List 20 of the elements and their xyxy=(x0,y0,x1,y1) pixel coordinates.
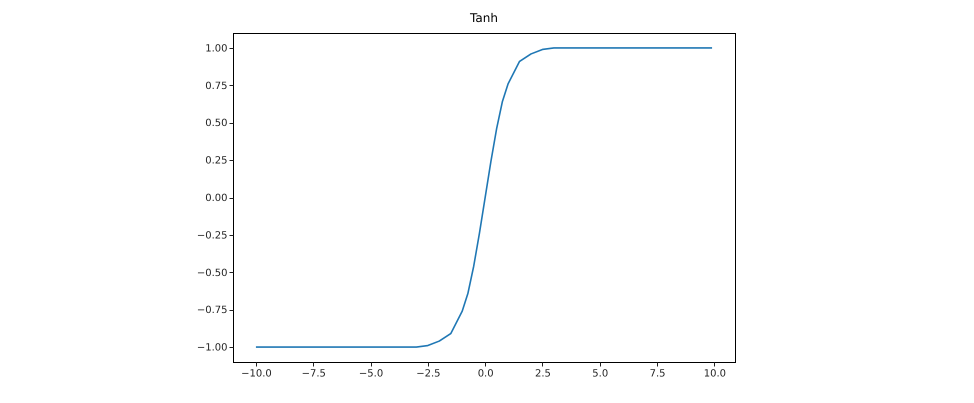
y-tick-label: −0.50 xyxy=(196,268,228,279)
chart-title: Tanh xyxy=(469,11,498,25)
x-tick-label: 5.0 xyxy=(592,368,608,380)
x-tick-label: −5.0 xyxy=(358,368,384,380)
y-tick-label: 0.25 xyxy=(205,156,228,167)
x-tick-label: −7.5 xyxy=(302,368,326,380)
y-tick-label: −1.00 xyxy=(196,342,228,354)
y-tick-label: 0.50 xyxy=(205,118,228,130)
y-tick-label: −0.25 xyxy=(196,230,228,242)
x-tick-label: 0.0 xyxy=(478,368,494,380)
y-tick-label: 0.00 xyxy=(205,193,228,204)
x-tick-label: 10.0 xyxy=(704,368,726,380)
x-tick-label: −10.0 xyxy=(241,368,272,380)
x-tick-label: 7.5 xyxy=(650,368,666,380)
y-tick-label: 0.75 xyxy=(205,80,228,92)
line-series xyxy=(255,47,713,348)
y-tick-label: 1.00 xyxy=(205,43,228,54)
x-tick-label: −2.5 xyxy=(416,368,440,380)
x-tick-label: 2.5 xyxy=(535,368,551,380)
y-tick-label: −0.75 xyxy=(196,305,228,316)
